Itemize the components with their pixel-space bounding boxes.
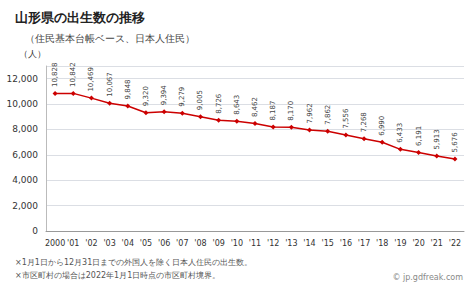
- svg-text:'16: '16: [340, 239, 352, 248]
- svg-text:'11: '11: [249, 239, 261, 248]
- svg-text:山形県の出生数の推移: 山形県の出生数の推移: [15, 10, 145, 25]
- svg-text:'05: '05: [140, 239, 152, 248]
- svg-text:5,676: 5,676: [451, 132, 459, 153]
- svg-text:'21: '21: [431, 239, 443, 248]
- svg-text:10,000: 10,000: [7, 99, 39, 109]
- svg-text:'13: '13: [285, 239, 297, 248]
- svg-text:© jp.gdfreak.com: © jp.gdfreak.com: [392, 273, 463, 282]
- svg-text:'20: '20: [412, 239, 424, 248]
- svg-text:'02: '02: [85, 239, 97, 248]
- svg-text:6,000: 6,000: [12, 150, 38, 160]
- svg-text:9,320: 9,320: [142, 86, 150, 106]
- svg-text:'03: '03: [103, 239, 115, 248]
- svg-text:10,067: 10,067: [106, 72, 114, 97]
- svg-text:7,962: 7,962: [306, 103, 314, 123]
- svg-text:×1月1日から12月31日までの外国人を除く日本人住民の出生: ×1月1日から12月31日までの外国人を除く日本人住民の出生数。: [15, 258, 252, 267]
- svg-text:7,268: 7,268: [360, 112, 368, 132]
- svg-text:'18: '18: [376, 239, 388, 248]
- svg-text:'17: '17: [358, 239, 370, 248]
- svg-text:9,005: 9,005: [196, 90, 204, 110]
- svg-text:6,990: 6,990: [378, 116, 386, 136]
- svg-text:'08: '08: [194, 239, 206, 248]
- svg-text:8,643: 8,643: [233, 95, 241, 115]
- svg-text:8,726: 8,726: [215, 93, 223, 114]
- svg-text:8,462: 8,462: [251, 97, 259, 117]
- svg-text:9,848: 9,848: [124, 79, 132, 99]
- svg-text:7,862: 7,862: [324, 105, 332, 125]
- svg-text:7,556: 7,556: [342, 108, 350, 129]
- svg-text:4,000: 4,000: [12, 175, 38, 185]
- svg-text:0: 0: [32, 226, 38, 236]
- svg-text:'07: '07: [176, 239, 188, 248]
- svg-text:10,842: 10,842: [69, 62, 77, 87]
- svg-text:12,000: 12,000: [7, 74, 39, 84]
- svg-text:10,469: 10,469: [87, 67, 95, 92]
- svg-text:8,000: 8,000: [12, 124, 38, 134]
- svg-text:9,394: 9,394: [160, 85, 168, 106]
- svg-text:'01: '01: [67, 239, 79, 248]
- svg-text:'12: '12: [267, 239, 279, 248]
- svg-text:'10: '10: [231, 239, 243, 248]
- svg-text:'09: '09: [212, 239, 224, 248]
- svg-text:2,000: 2,000: [12, 201, 38, 211]
- svg-text:'14: '14: [303, 239, 315, 248]
- svg-text:9,279: 9,279: [178, 87, 186, 107]
- svg-text:6,191: 6,191: [415, 126, 423, 146]
- svg-text:8,170: 8,170: [287, 101, 295, 121]
- svg-text:8,187: 8,187: [269, 101, 277, 121]
- svg-text:'06: '06: [158, 239, 170, 248]
- svg-text:'15: '15: [322, 239, 334, 248]
- svg-text:'22: '22: [449, 239, 461, 248]
- svg-text:5,913: 5,913: [433, 129, 441, 149]
- svg-text:（人）: （人）: [19, 49, 46, 59]
- svg-text:'19: '19: [394, 239, 406, 248]
- svg-text:6,433: 6,433: [396, 123, 404, 143]
- svg-text:2000: 2000: [45, 239, 65, 248]
- svg-text:（住民基本台帳ベース、日本人住民）: （住民基本台帳ベース、日本人住民）: [25, 33, 195, 44]
- svg-text:×市区町村の場合は2022年1月1日時点の市区町村境界。: ×市区町村の場合は2022年1月1日時点の市区町村境界。: [15, 271, 220, 280]
- svg-text:10,828: 10,828: [51, 63, 59, 88]
- svg-text:'04: '04: [122, 239, 134, 248]
